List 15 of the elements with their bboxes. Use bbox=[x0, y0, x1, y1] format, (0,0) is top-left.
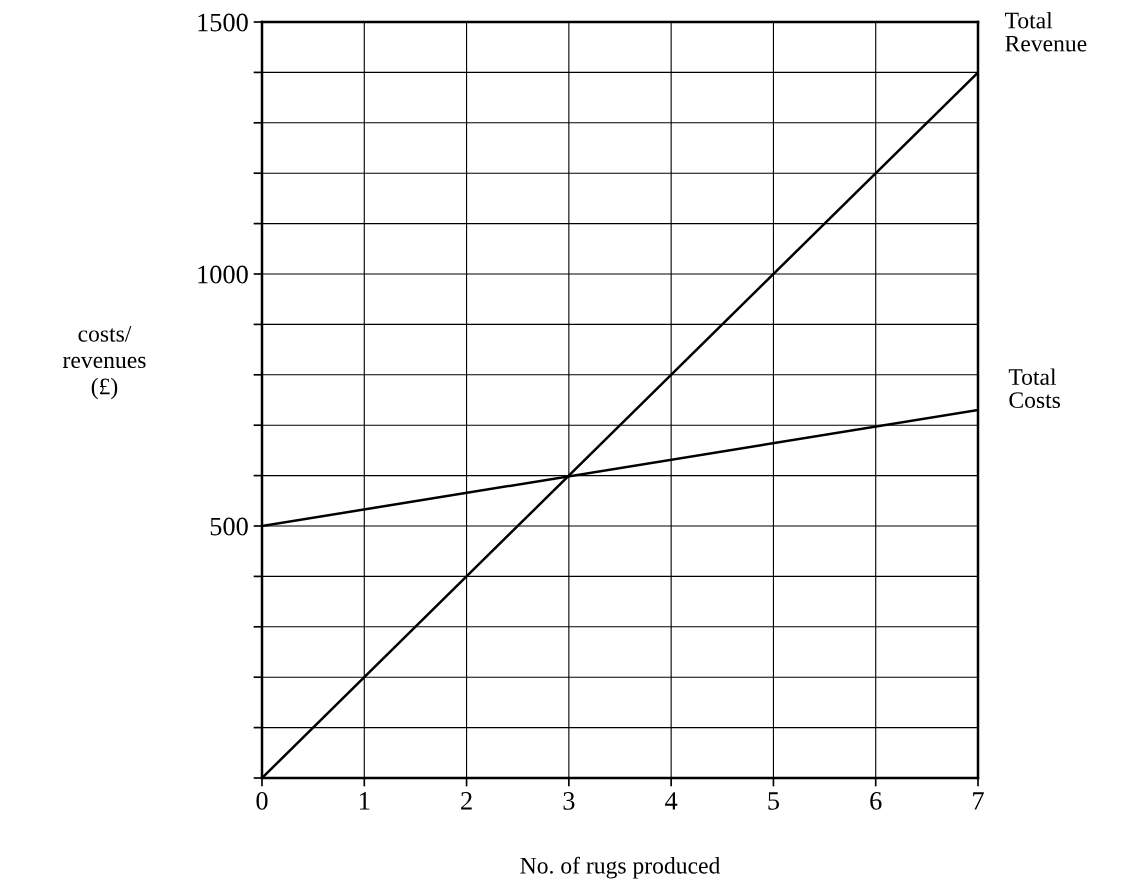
x-tick-label: 2 bbox=[461, 792, 472, 810]
series-label: Total Revenue bbox=[1004, 11, 1087, 52]
y-axis-title: costs/ revenues (£) bbox=[63, 325, 146, 400]
y-tick-label: 1500 bbox=[198, 13, 248, 32]
x-tick-label: 5 bbox=[768, 792, 779, 810]
y-tick-label: 1000 bbox=[198, 265, 248, 284]
x-tick-label: 0 bbox=[256, 791, 268, 810]
x-tick-label: 4 bbox=[665, 792, 678, 810]
x-tick-label: 1 bbox=[360, 792, 370, 810]
series-label: Total Costs bbox=[1008, 368, 1061, 409]
x-tick-label: 3 bbox=[563, 792, 575, 810]
x-axis-title: No. of rugs produced bbox=[520, 856, 721, 879]
y-tick-label: 500 bbox=[210, 517, 248, 536]
x-tick-label: 7 bbox=[973, 792, 984, 810]
x-tick-label: 6 bbox=[870, 792, 882, 810]
